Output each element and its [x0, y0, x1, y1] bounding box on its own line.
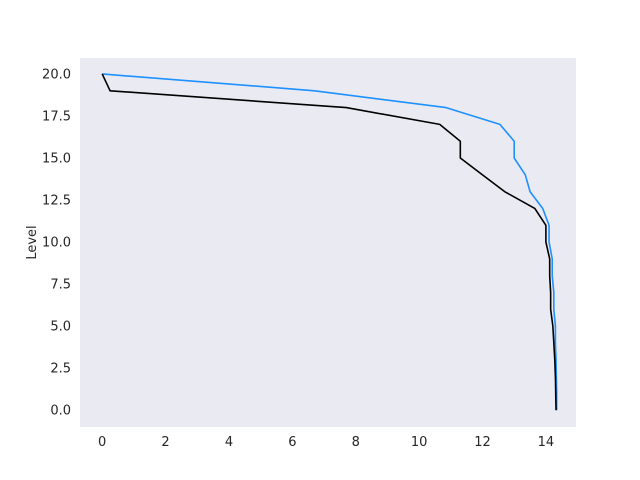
y-tick-label: 15.0 [42, 152, 71, 167]
x-tick-label: 0 [98, 435, 106, 450]
x-tick-label: 8 [352, 435, 360, 450]
y-tick-label: 0.0 [50, 404, 71, 419]
x-tick-label: 12 [474, 435, 491, 450]
x-axis-ticks: 0 2 4 6 8 10 12 14 [98, 435, 554, 450]
x-tick-label: 10 [411, 435, 428, 450]
y-tick-label: 20.0 [42, 67, 71, 82]
y-tick-label: 12.5 [42, 194, 71, 209]
y-axis-ticks: 0.0 2.5 5.0 7.5 10.0 12.5 15.0 17.5 20.0 [42, 67, 71, 418]
x-tick-label: 2 [161, 435, 169, 450]
series-layer [101, 73, 558, 411]
y-axis-label: Level [25, 225, 40, 259]
y-tick-label: 10.0 [42, 236, 71, 251]
y-tick-label: 5.0 [50, 320, 71, 335]
plot-background [80, 58, 576, 427]
x-tick-label: 4 [225, 435, 233, 450]
x-tick-label: 6 [288, 435, 296, 450]
series-line-1 [102, 73, 558, 411]
x-tick-label: 14 [538, 435, 555, 450]
series-line-2 [101, 73, 557, 411]
y-tick-label: 2.5 [50, 362, 71, 377]
y-tick-label: 17.5 [42, 110, 71, 125]
y-tick-label: 7.5 [50, 278, 71, 293]
